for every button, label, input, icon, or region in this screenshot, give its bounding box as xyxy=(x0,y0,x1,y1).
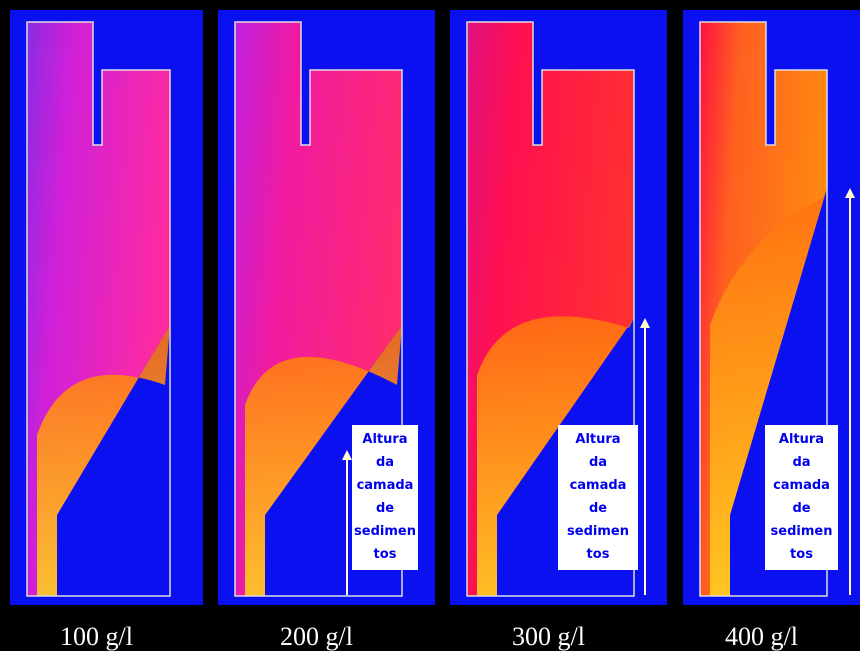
annotation-box xyxy=(558,425,638,570)
annotation-line: sedimen xyxy=(567,524,629,539)
annotation-line: camada xyxy=(570,478,627,493)
panel: 400 g/l Altura da camada de sedimen tos xyxy=(683,10,860,651)
annotation-line: da xyxy=(376,455,394,470)
annotation-line: tos xyxy=(587,547,610,562)
annotation-line: Altura xyxy=(779,432,824,447)
annotation-line: da xyxy=(589,455,607,470)
arrow-head xyxy=(845,188,855,198)
annotation-line: camada xyxy=(773,478,830,493)
panel-label: 100 g/l xyxy=(60,622,133,651)
panel-label: 200 g/l xyxy=(280,622,353,651)
panel: 300 g/l Altura da camada de sedimen tos xyxy=(450,10,667,651)
tank-outline xyxy=(466,21,635,597)
annotation-box xyxy=(352,425,418,570)
annotation-line: de xyxy=(376,501,394,516)
annotation-line: Altura xyxy=(575,432,620,447)
annotation-line: de xyxy=(792,501,810,516)
annotation-line: da xyxy=(792,455,810,470)
annotation-line: camada xyxy=(357,478,414,493)
panel-label: 300 g/l xyxy=(512,622,585,651)
annotation-line: sedimen xyxy=(771,524,833,539)
annotation-line: tos xyxy=(374,547,397,562)
annotation-line: Altura xyxy=(362,432,407,447)
sediment-layer xyxy=(710,188,827,596)
tank-outline xyxy=(234,21,403,597)
panel: 100 g/l xyxy=(10,10,203,651)
tank-outline xyxy=(699,21,828,597)
annotation-line: sedimen xyxy=(354,524,416,539)
sediment-layer xyxy=(37,325,170,596)
annotation-box xyxy=(765,425,838,570)
annotation-line: tos xyxy=(790,547,813,562)
arrow-head xyxy=(342,450,352,460)
annotation-line: de xyxy=(589,501,607,516)
sediment-layer xyxy=(477,316,634,596)
arrow-head xyxy=(640,318,650,328)
panel-label: 400 g/l xyxy=(725,622,798,651)
tank-outline xyxy=(26,21,171,597)
sediment-layer xyxy=(245,325,402,596)
panel: 200 g/l Altura da camada de sedimen tos xyxy=(218,10,435,651)
